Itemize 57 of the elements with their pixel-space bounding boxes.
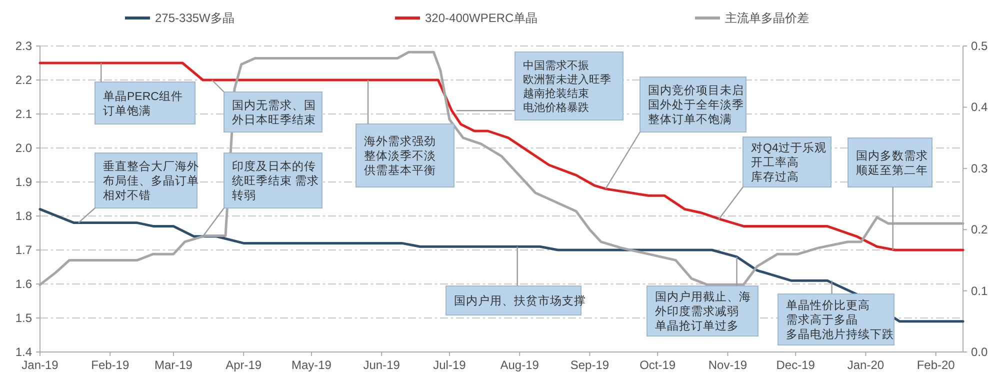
annotation: 国内无需求、国外日本旺季结束 [232, 98, 316, 126]
x-tick-label: Dec-19 [776, 358, 816, 372]
annotation: 国内户用截止、海外印度需求减弱单晶抢订单过多 [655, 290, 751, 333]
y-tick-label: 2.0 [15, 141, 32, 155]
x-tick-label: Aug-19 [500, 358, 540, 372]
annotation: 国内多数需求顺延至第二年 [856, 149, 928, 177]
legend-label: 275-335W多晶 [155, 11, 234, 25]
annotation: 对Q4过于乐观开工率高库存过高 [751, 142, 826, 184]
x-tick-label: Sep-19 [570, 358, 610, 372]
annotation: 中国需求不振欧洲暂未进入旺季越南抢装结束电池价格暴跌 [523, 58, 611, 114]
y-tick-label: 2.3 [15, 39, 32, 53]
y-tick-label: 1.8 [15, 209, 32, 223]
x-tick-label: Oct-19 [640, 358, 676, 372]
x-tick-label: Jul-19 [433, 358, 466, 372]
annotation: 单晶PERC组件订单饱满 [94, 82, 196, 124]
x-tick-label: Feb-20 [916, 358, 956, 372]
y-tick-label: 1.4 [15, 345, 32, 359]
annotation: 单晶性价比更高需求高于多晶多晶电池片持续下跌 [786, 298, 894, 342]
annotation: 国内竞价项目未启国外处于全年淡季整体订单不饱满 [648, 83, 744, 126]
annotation: 国内户用截止、海外印度需求减弱单晶抢订单过多 [646, 286, 758, 336]
x-tick-label: Apr-19 [226, 358, 262, 372]
x-tick-label: Feb-19 [91, 358, 130, 372]
y2-tick-label: 0.1 [971, 284, 988, 298]
y2-tick-label: 0.2 [971, 222, 988, 237]
x-tick-label: May-19 [291, 358, 332, 372]
y2-tick-label: 0.5 [971, 39, 988, 53]
annotation: 印度及日本的传统旺季结束 需求转弱 [224, 152, 322, 208]
y-tick-label: 1.6 [15, 277, 32, 291]
annotation: 垂直整合大厂海外布局佳、多晶订单相对不错 [103, 160, 199, 202]
annotation: 国内多数需求顺延至第二年 [848, 138, 932, 188]
x-tick-label: Jan-20 [847, 358, 884, 372]
y2-tick-label: 0.4 [971, 100, 988, 114]
annotation: 印度及日本的传统旺季结束 需求转弱 [232, 159, 320, 202]
x-tick-label: Jan-19 [22, 358, 59, 372]
y2-tick-label: 0.3 [971, 161, 988, 176]
y-tick-label: 1.7 [15, 243, 32, 257]
annotation: 国内户用、扶贫市场支撑 [446, 286, 586, 316]
annotation: 国内户用、扶贫市场支撑 [454, 294, 586, 308]
x-tick-label: Mar-19 [154, 358, 193, 372]
y2-tick-label: 0.0 [971, 345, 988, 359]
annotation: 国内无需求、国外日本旺季结束 [224, 92, 322, 132]
x-tick-label: Jun-19 [363, 358, 400, 372]
annotation: 对Q4过于乐观开工率高库存过高 [742, 136, 832, 188]
y-tick-label: 1.5 [15, 311, 32, 325]
y-tick-label: 2.2 [15, 73, 32, 87]
annotation: 中国需求不振欧洲暂未进入旺季越南抢装结束电池价格暴跌 [514, 52, 624, 120]
annotation: 单晶性价比更高需求高于多晶多晶电池片持续下跌 [778, 294, 894, 346]
annotation: 海外需求强劲整体淡季不淡供需基本平衡 [364, 135, 436, 178]
annotation: 海外需求强劲整体淡季不淡供需基本平衡 [356, 124, 454, 188]
y-tick-label: 1.9 [15, 175, 32, 189]
legend-label: 主流单多晶价差 [725, 11, 809, 25]
annotation: 国内竞价项目未启国外处于全年淡季整体订单不饱满 [640, 76, 746, 132]
y-tick-label: 2.1 [15, 107, 32, 121]
annotation: 单晶PERC组件订单饱满 [103, 90, 183, 118]
legend-label: 320-400WPERC单晶 [425, 11, 538, 25]
x-tick-label: Nov-19 [708, 358, 748, 372]
annotation: 垂直整合大厂海外布局佳、多晶订单相对不错 [94, 152, 199, 208]
